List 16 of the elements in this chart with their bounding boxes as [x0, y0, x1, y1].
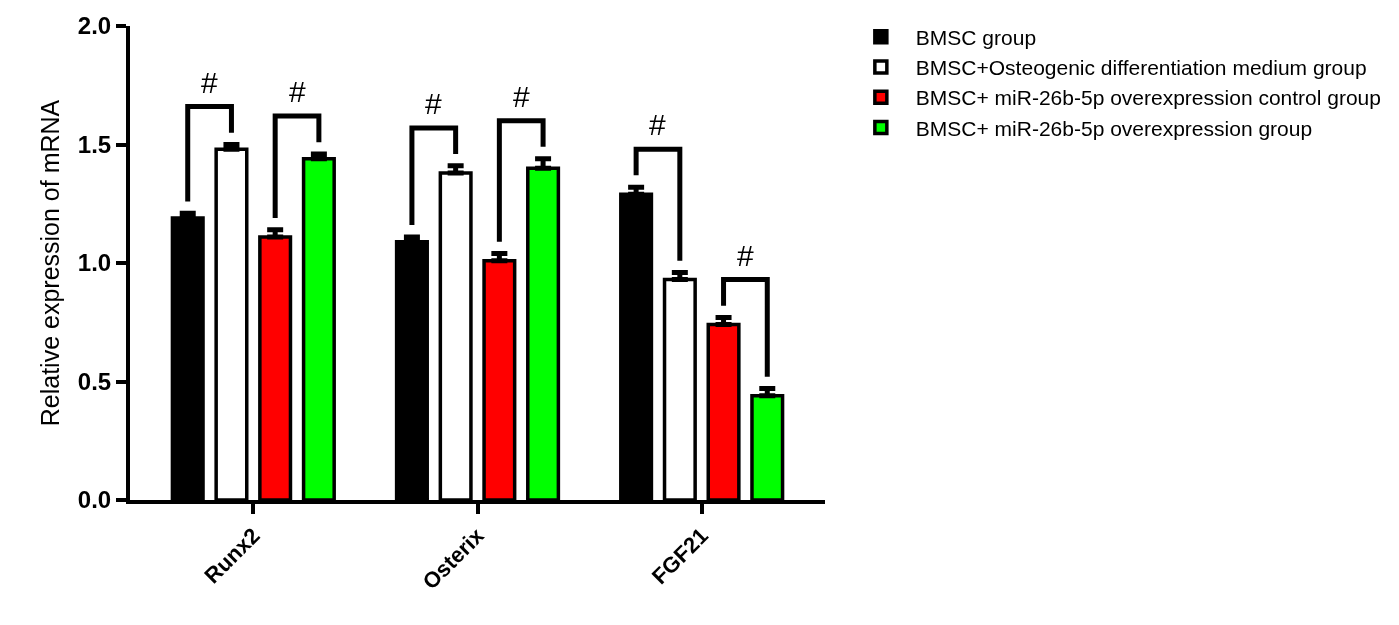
y-tick-label: 1.0	[77, 249, 112, 277]
y-tick-label: 2.0	[77, 12, 112, 40]
annotation: #	[513, 80, 530, 113]
annotation: #	[649, 108, 666, 141]
annotation: #	[201, 66, 218, 99]
legend-label: BMSC+ miR-26b-5p overexpression group	[915, 116, 1313, 140]
annotation: #	[425, 87, 442, 120]
legend-label: BMSC+Osteogenic differentiation medium group	[915, 56, 1367, 80]
y-axis-title: Relative expression of mRNA	[36, 99, 65, 427]
legend-label: BMSC+ miR-26b-5p overexpression control group	[915, 86, 1381, 110]
y-tick-label: 0.5	[77, 367, 112, 395]
legend-label: BMSC group	[915, 25, 1037, 49]
y-tick-label: 1.5	[77, 130, 112, 158]
y-tick-label: 0.0	[77, 486, 112, 514]
annotation: #	[289, 75, 306, 108]
annotation: #	[737, 239, 754, 272]
